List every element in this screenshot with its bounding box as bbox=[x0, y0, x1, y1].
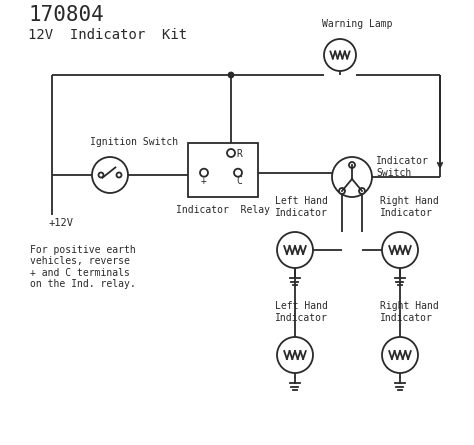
Circle shape bbox=[277, 232, 313, 268]
Text: Warning Lamp: Warning Lamp bbox=[322, 19, 392, 29]
Text: For positive earth
vehicles, reverse
+ and C terminals
on the Ind. relay.: For positive earth vehicles, reverse + a… bbox=[30, 245, 136, 289]
Text: 170804: 170804 bbox=[28, 5, 104, 25]
Circle shape bbox=[382, 232, 418, 268]
Circle shape bbox=[324, 39, 356, 71]
Text: +12V: +12V bbox=[48, 218, 73, 228]
Circle shape bbox=[382, 337, 418, 373]
Circle shape bbox=[277, 337, 313, 373]
Text: 12V  Indicator  Kit: 12V Indicator Kit bbox=[28, 28, 187, 42]
Circle shape bbox=[332, 157, 372, 197]
Text: Indicator  Relay: Indicator Relay bbox=[176, 205, 270, 215]
Text: +: + bbox=[201, 176, 207, 186]
Circle shape bbox=[92, 157, 128, 193]
Text: Right Hand
Indicator: Right Hand Indicator bbox=[380, 301, 439, 323]
Circle shape bbox=[349, 162, 355, 168]
Text: Indicator
Switch: Indicator Switch bbox=[376, 156, 429, 178]
Bar bbox=[188, 143, 258, 197]
Circle shape bbox=[117, 173, 121, 178]
Text: Ignition Switch: Ignition Switch bbox=[90, 137, 178, 147]
Text: R: R bbox=[236, 149, 242, 159]
Circle shape bbox=[99, 173, 103, 178]
Text: Right Hand
Indicator: Right Hand Indicator bbox=[380, 196, 439, 218]
Circle shape bbox=[234, 169, 242, 177]
Circle shape bbox=[228, 73, 234, 77]
Circle shape bbox=[339, 188, 345, 194]
Text: Left Hand
Indicator: Left Hand Indicator bbox=[275, 301, 328, 323]
Text: C: C bbox=[236, 176, 242, 186]
Text: Left Hand
Indicator: Left Hand Indicator bbox=[275, 196, 328, 218]
Circle shape bbox=[200, 169, 208, 177]
Circle shape bbox=[359, 188, 365, 194]
Circle shape bbox=[227, 149, 235, 157]
